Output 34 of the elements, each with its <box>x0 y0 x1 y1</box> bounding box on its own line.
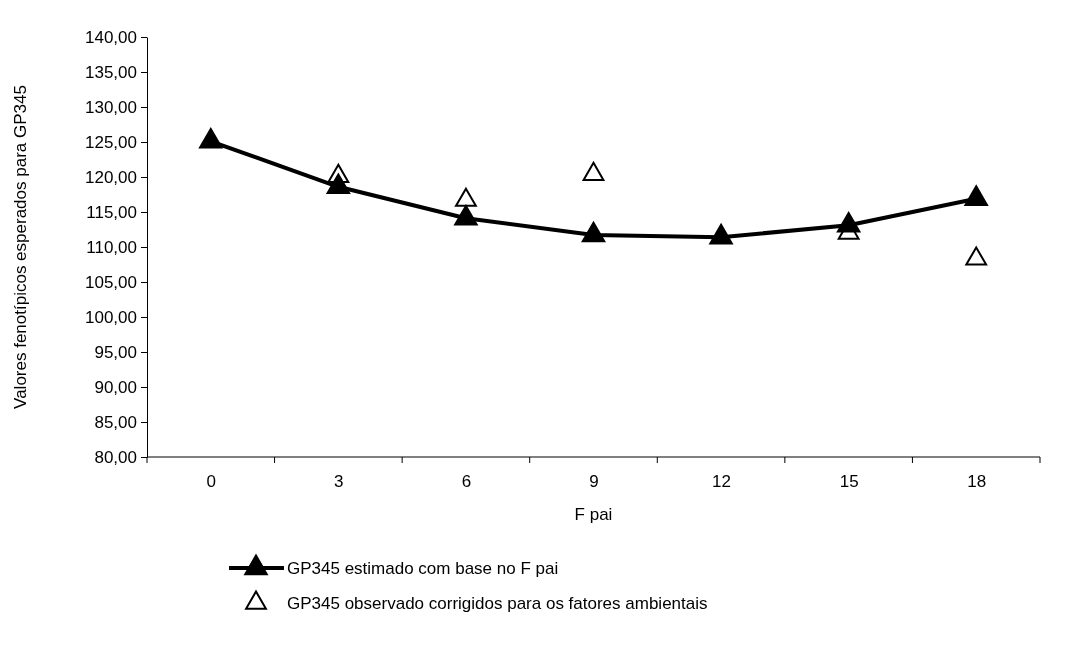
point <box>199 127 223 149</box>
point <box>965 246 988 266</box>
y-tick-label: 100,00 <box>85 307 137 327</box>
point <box>836 211 861 233</box>
x-axis-title: F pai <box>574 505 613 524</box>
x-tick-label: 12 <box>712 472 732 492</box>
point <box>455 187 477 207</box>
x-tick-label: 18 <box>967 472 987 492</box>
y-tick-label: 80,00 <box>94 447 137 467</box>
y-tick-label: 85,00 <box>94 412 137 432</box>
y-tick-label: 120,00 <box>85 167 137 187</box>
x-tick-label: 9 <box>589 472 599 492</box>
y-tick-label: 105,00 <box>85 272 137 292</box>
point <box>964 185 988 206</box>
y-tick-label: 95,00 <box>94 342 137 362</box>
point <box>581 221 606 243</box>
y-tick-label: 115,00 <box>86 202 137 222</box>
point <box>709 223 733 245</box>
y-tick-label: 130,00 <box>85 97 137 117</box>
legend-label: GP345 observado corrigidos para os fatores ambientais <box>287 593 708 613</box>
y-tick-label: 110,00 <box>86 237 137 257</box>
legend-label: GP345 estimado com base no F pai <box>287 558 559 578</box>
y-tick-label: 90,00 <box>94 377 137 397</box>
point <box>582 161 605 181</box>
x-tick-label: 0 <box>206 472 217 492</box>
y-tick-label: 135,00 <box>85 62 137 82</box>
x-tick-label: 15 <box>839 472 859 492</box>
point <box>454 204 478 226</box>
y-tick-label: 125,00 <box>85 132 137 152</box>
x-tick-label: 3 <box>334 472 344 492</box>
x-tick-label: 6 <box>461 472 472 492</box>
y-axis-title: Valores fenotípicos esperados para GP345 <box>11 85 30 409</box>
point <box>326 173 351 194</box>
y-tick-label: 140,00 <box>85 27 137 47</box>
